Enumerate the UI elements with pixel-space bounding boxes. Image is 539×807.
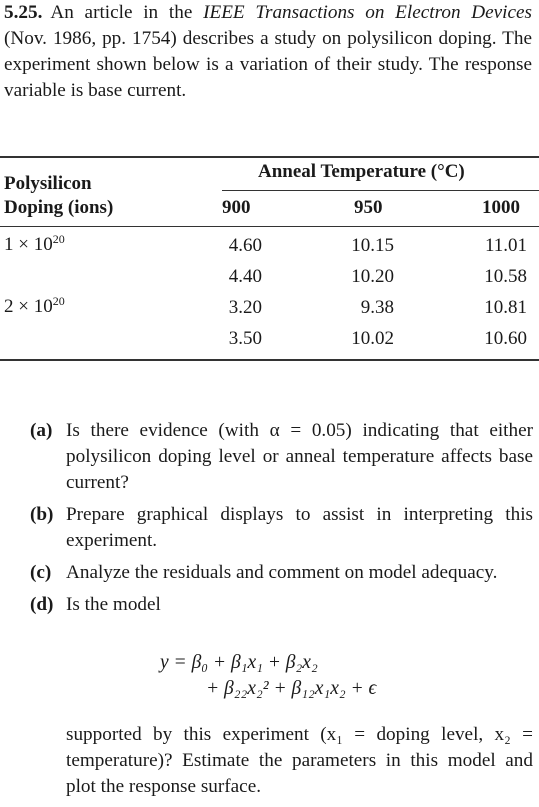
equation-line-2: + β₂₂x₂² + β₁₂x₁x₂ + ϵ — [206, 678, 377, 699]
table-cell: 4.60 — [228, 235, 262, 256]
question-label: (c) — [30, 562, 52, 583]
table-top-rule — [0, 156, 539, 158]
col-header-1000: 1000 — [482, 197, 520, 218]
table-cell: 10.20 — [351, 266, 394, 287]
journal-title: IEEE Transactions on Electron Devices — [203, 2, 532, 23]
question-text: Prepare graphical displays to assist in … — [66, 504, 533, 551]
question-label: (b) — [30, 504, 54, 525]
table-cell: 3.20 — [228, 297, 262, 318]
question-text: Is there evidence (with α = 0.05) indica… — [66, 420, 533, 493]
intro-text-a: An article in the — [50, 2, 204, 23]
question-list: (a) Is there evidence (with α = 0.05) ind… — [30, 418, 533, 624]
doping-level-1: 1 × 1020 — [4, 232, 65, 255]
equation-line-1: y = β₀ + β₁x₁ + β₂x₂ — [160, 652, 318, 673]
row-header-line1: Polysilicon — [4, 173, 92, 194]
doping-level-2: 2 × 1020 — [4, 294, 65, 317]
col-header-950: 950 — [354, 197, 383, 218]
question-label: (d) — [30, 594, 54, 615]
table-bottom-rule — [0, 359, 539, 361]
question-text: Analyze the residuals and comment on mod… — [66, 562, 498, 583]
question-d: (d) Is the model — [30, 592, 533, 618]
problem-statement: 5.25. An article in the IEEE Transactions… — [4, 0, 532, 104]
col-group-header: Anneal Temperature (°C) — [258, 161, 465, 182]
question-text: Is the model — [66, 594, 161, 615]
table-cell: 4.40 — [228, 266, 262, 287]
problem-number: 5.25. — [4, 2, 43, 23]
col-group-rule — [222, 190, 539, 191]
table-cell: 10.02 — [351, 328, 394, 349]
header-rule — [0, 226, 539, 227]
table-cell: 9.38 — [360, 297, 394, 318]
table-cell: 10.58 — [484, 266, 527, 287]
col-header-900: 900 — [222, 197, 251, 218]
question-c: (c) Analyze the residuals and comment on … — [30, 560, 533, 586]
table-cell: 10.60 — [484, 328, 527, 349]
data-table: Anneal Temperature (°C) Polysilicon Dopi… — [0, 156, 539, 361]
intro-text-b: (Nov. 1986, pp. 1754) describes a study … — [4, 28, 532, 101]
question-a: (a) Is there evidence (with α = 0.05) ind… — [30, 418, 533, 496]
table-cell: 11.01 — [484, 235, 527, 256]
question-d-continuation: supported by this experiment (x₁ = dopin… — [66, 724, 533, 797]
row-header-line2: Doping (ions) — [4, 197, 114, 218]
table-cell: 3.50 — [228, 328, 262, 349]
table-cell: 10.81 — [484, 297, 527, 318]
model-equation: y = β₀ + β₁x₁ + β₂x₂ + β₂₂x₂² + β₁₂x₁x₂ … — [160, 650, 376, 702]
table-cell: 10.15 — [351, 235, 394, 256]
question-b: (b) Prepare graphical displays to assist … — [30, 502, 533, 554]
question-label: (a) — [30, 420, 53, 441]
